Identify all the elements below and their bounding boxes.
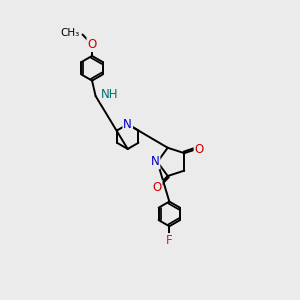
Text: F: F [166,234,172,247]
Text: CH₃: CH₃ [60,28,80,38]
Text: N: N [123,118,132,131]
Text: O: O [152,181,162,194]
Text: NH: NH [101,88,118,101]
Text: O: O [87,38,97,51]
Text: N: N [151,155,159,168]
Text: O: O [195,143,204,156]
